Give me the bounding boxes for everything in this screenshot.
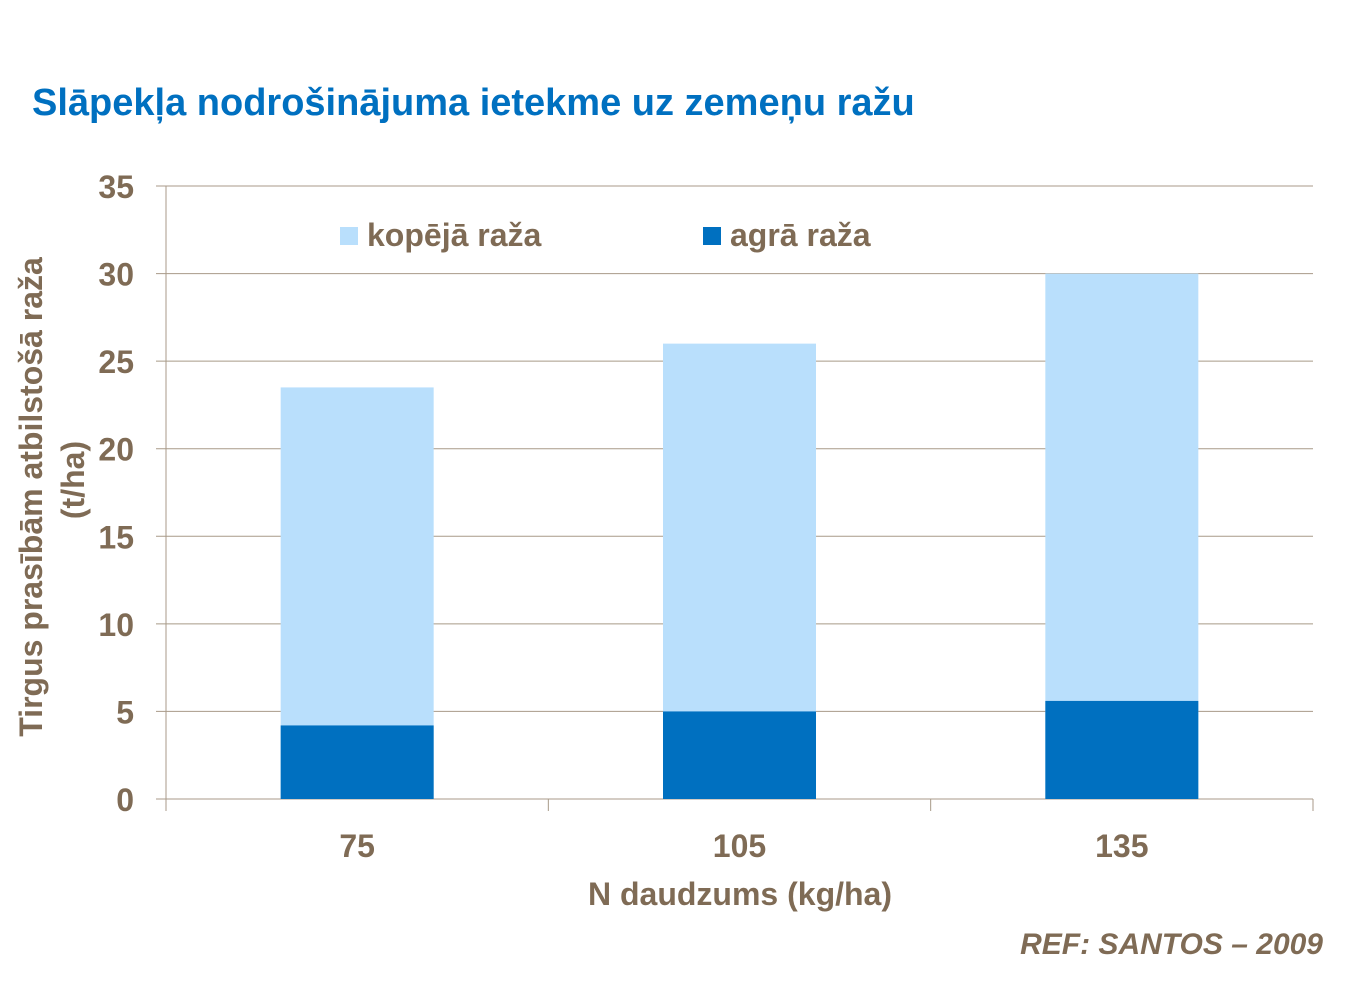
x-tick-label: 105 [713, 828, 766, 864]
y-tick-label: 30 [98, 257, 134, 293]
x-tick-label: 75 [339, 828, 375, 864]
y-tick-label: 15 [98, 519, 134, 555]
y-axis-label-unit: (t/ha) [55, 441, 91, 519]
legend-swatch [340, 227, 358, 245]
legend-label: agrā raža [730, 217, 871, 253]
y-tick-label: 10 [98, 607, 134, 643]
y-tick-label: 25 [98, 344, 134, 380]
bar-agrā-raža-75 [280, 725, 434, 799]
chart-title: Slāpekļa nodrošinājuma ietekme uz zemeņu… [32, 82, 915, 124]
x-tick-label: 135 [1095, 828, 1148, 864]
y-tick-label: 0 [116, 782, 134, 818]
y-tick-label: 20 [98, 432, 134, 468]
x-axis-label: N daudzums (kg/ha) [588, 876, 892, 912]
y-tick-label: 5 [116, 694, 134, 730]
reference-note: REF: SANTOS – 2009 [1020, 928, 1323, 961]
legend-swatch [703, 227, 721, 245]
bar-agrā-raža-135 [1045, 700, 1199, 799]
legend-label: kopējā raža [367, 217, 542, 253]
y-tick-label: 35 [98, 169, 134, 205]
bar-agrā-raža-105 [663, 711, 816, 799]
y-axis-label: Tirgus prasībām atbilstošā raža [13, 257, 49, 737]
